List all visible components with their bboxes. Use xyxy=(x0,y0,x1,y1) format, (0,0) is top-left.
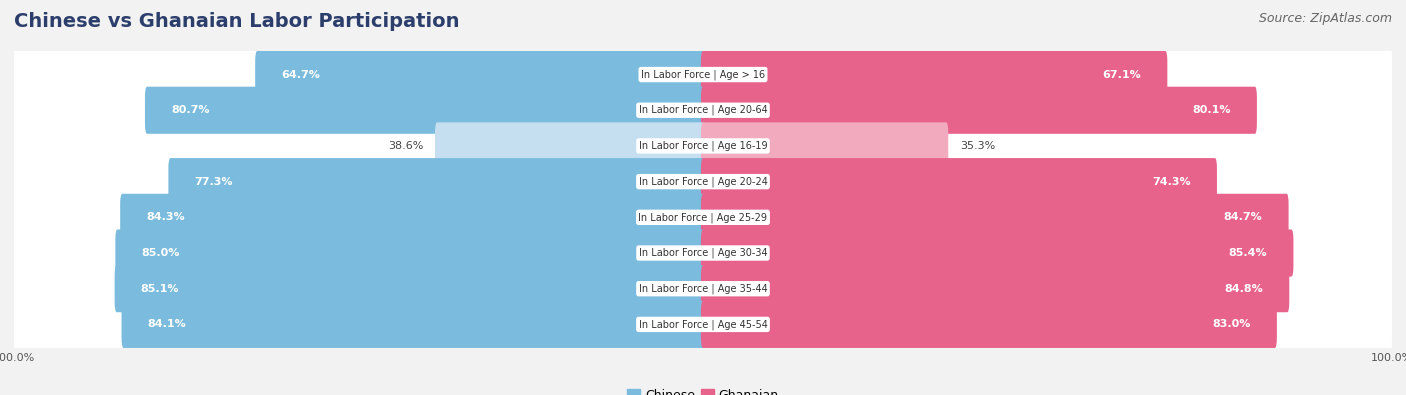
Text: In Labor Force | Age 20-24: In Labor Force | Age 20-24 xyxy=(638,177,768,187)
Text: In Labor Force | Age > 16: In Labor Force | Age > 16 xyxy=(641,69,765,80)
Text: 64.7%: 64.7% xyxy=(281,70,321,79)
FancyBboxPatch shape xyxy=(702,87,1257,134)
Text: 85.4%: 85.4% xyxy=(1229,248,1267,258)
Text: 84.8%: 84.8% xyxy=(1225,284,1263,294)
Text: 67.1%: 67.1% xyxy=(1102,70,1142,79)
FancyBboxPatch shape xyxy=(14,76,1392,145)
Text: 84.7%: 84.7% xyxy=(1223,213,1263,222)
FancyBboxPatch shape xyxy=(702,51,1167,98)
FancyBboxPatch shape xyxy=(702,194,1289,241)
Legend: Chinese, Ghanaian: Chinese, Ghanaian xyxy=(623,384,783,395)
FancyBboxPatch shape xyxy=(434,122,704,169)
FancyBboxPatch shape xyxy=(702,122,948,169)
Text: In Labor Force | Age 45-54: In Labor Force | Age 45-54 xyxy=(638,319,768,330)
Text: In Labor Force | Age 20-64: In Labor Force | Age 20-64 xyxy=(638,105,768,115)
Text: 84.1%: 84.1% xyxy=(148,320,187,329)
Text: 85.0%: 85.0% xyxy=(142,248,180,258)
Text: 80.1%: 80.1% xyxy=(1192,105,1230,115)
Text: 85.1%: 85.1% xyxy=(141,284,180,294)
FancyBboxPatch shape xyxy=(14,40,1392,109)
FancyBboxPatch shape xyxy=(14,219,1392,287)
FancyBboxPatch shape xyxy=(169,158,704,205)
Text: In Labor Force | Age 16-19: In Labor Force | Age 16-19 xyxy=(638,141,768,151)
Text: In Labor Force | Age 35-44: In Labor Force | Age 35-44 xyxy=(638,284,768,294)
Text: 80.7%: 80.7% xyxy=(172,105,209,115)
FancyBboxPatch shape xyxy=(702,301,1277,348)
FancyBboxPatch shape xyxy=(115,229,704,276)
Text: In Labor Force | Age 30-34: In Labor Force | Age 30-34 xyxy=(638,248,768,258)
Text: 77.3%: 77.3% xyxy=(194,177,233,186)
Text: 35.3%: 35.3% xyxy=(960,141,995,151)
Text: Chinese vs Ghanaian Labor Participation: Chinese vs Ghanaian Labor Participation xyxy=(14,12,460,31)
Text: 38.6%: 38.6% xyxy=(388,141,423,151)
FancyBboxPatch shape xyxy=(145,87,704,134)
FancyBboxPatch shape xyxy=(120,194,704,241)
FancyBboxPatch shape xyxy=(121,301,704,348)
FancyBboxPatch shape xyxy=(115,265,704,312)
FancyBboxPatch shape xyxy=(702,265,1289,312)
FancyBboxPatch shape xyxy=(254,51,704,98)
FancyBboxPatch shape xyxy=(14,183,1392,252)
Text: In Labor Force | Age 25-29: In Labor Force | Age 25-29 xyxy=(638,212,768,222)
FancyBboxPatch shape xyxy=(14,254,1392,323)
Text: 84.3%: 84.3% xyxy=(146,213,186,222)
Text: 74.3%: 74.3% xyxy=(1152,177,1191,186)
FancyBboxPatch shape xyxy=(14,112,1392,180)
Text: Source: ZipAtlas.com: Source: ZipAtlas.com xyxy=(1258,12,1392,25)
Text: 83.0%: 83.0% xyxy=(1212,320,1251,329)
FancyBboxPatch shape xyxy=(14,147,1392,216)
FancyBboxPatch shape xyxy=(702,229,1294,276)
FancyBboxPatch shape xyxy=(14,290,1392,359)
FancyBboxPatch shape xyxy=(702,158,1218,205)
